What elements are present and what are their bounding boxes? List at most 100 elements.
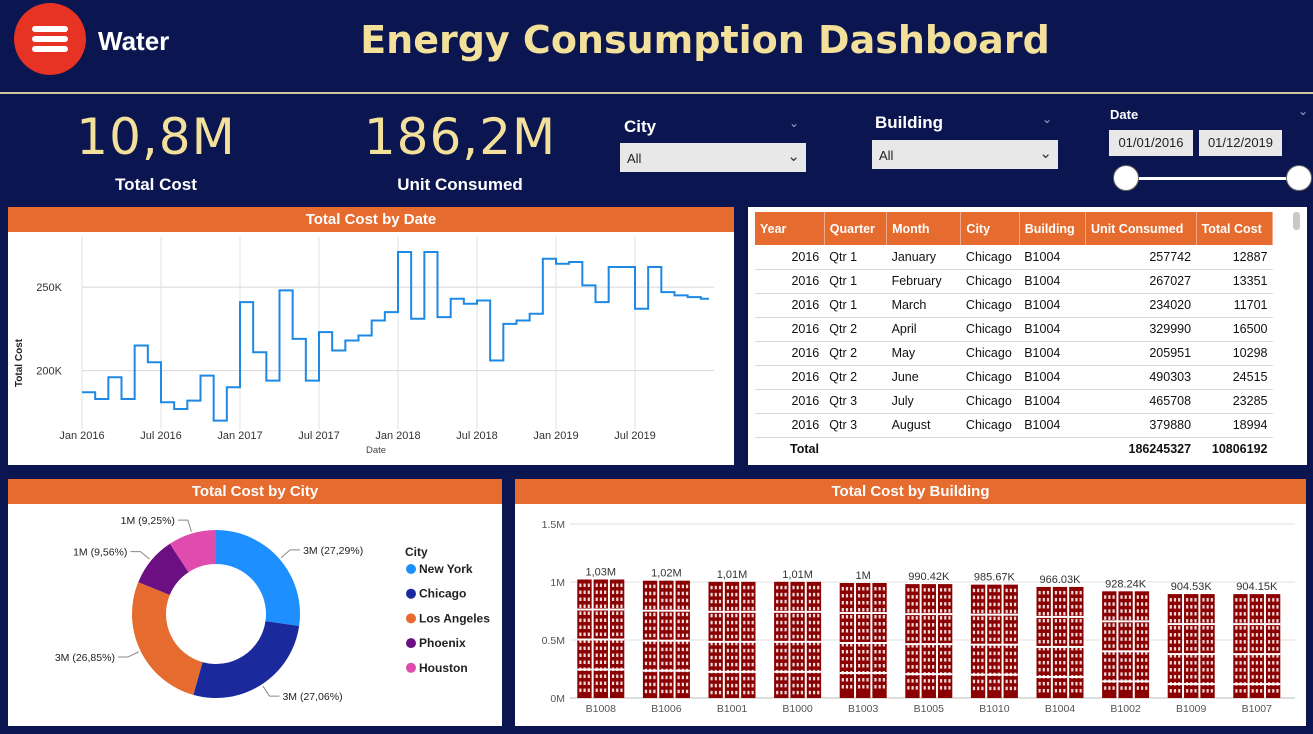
y-tick-label: 200K: [36, 366, 62, 378]
building-window: [1042, 653, 1045, 658]
building-window: [927, 637, 931, 641]
building-window: [1046, 667, 1050, 672]
building-window: [1255, 612, 1259, 616]
table-row[interactable]: 2016 Qtr 3 August Chicago B1004 379880 18994: [755, 413, 1273, 438]
building-window: [939, 595, 943, 599]
column-header[interactable]: Total Cost: [1196, 212, 1274, 245]
building-window: [866, 615, 869, 619]
date-range-track[interactable]: [1126, 177, 1298, 180]
table-row[interactable]: 2016 Qtr 1 January Chicago B1004 257742 12887: [755, 245, 1273, 270]
building-window: [726, 641, 730, 646]
building-window: [874, 587, 877, 591]
building-window: [1046, 597, 1050, 602]
building-window: [1243, 654, 1246, 658]
table-row[interactable]: 2016 Qtr 2 May Chicago B1004 205951 10298: [755, 341, 1273, 366]
date-range-start-handle[interactable]: [1113, 165, 1139, 191]
building-dropdown[interactable]: All ⌄: [872, 140, 1058, 169]
building-window: [800, 592, 804, 597]
building-window: [1054, 604, 1058, 609]
building-floor-gap: [839, 612, 855, 614]
building-window: [611, 646, 615, 651]
chevron-down-icon[interactable]: ⌄: [1042, 112, 1053, 126]
building-window: [858, 629, 861, 633]
building-window: [1272, 640, 1275, 644]
building-window: [1075, 667, 1078, 672]
table-cell: January: [886, 245, 961, 270]
building-window: [1169, 640, 1172, 644]
table-row[interactable]: 2016 Qtr 3 July Chicago B1004 465708 23285: [755, 389, 1273, 414]
table-cell: 2016: [755, 389, 825, 414]
building-window: [850, 594, 853, 598]
building-window: [878, 643, 881, 647]
building-window: [1267, 675, 1271, 679]
building-window: [1235, 661, 1238, 665]
building-floor-gap: [1184, 683, 1199, 686]
building-window: [579, 590, 582, 595]
building-window: [911, 595, 914, 599]
building-window: [1046, 611, 1050, 616]
building-window: [1169, 612, 1172, 616]
chevron-down-icon[interactable]: ⌄: [789, 116, 800, 130]
building-window: [1235, 654, 1238, 658]
building-window: [1124, 616, 1127, 620]
building-window: [1104, 672, 1107, 676]
menu-button[interactable]: [14, 3, 86, 75]
building-floor-gap: [1184, 623, 1199, 626]
building-window: [1046, 618, 1050, 623]
table-row[interactable]: 2016 Qtr 1 March Chicago B1004 234020 11701: [755, 293, 1273, 318]
date-start-input[interactable]: 01/01/2016: [1109, 130, 1193, 156]
column-header[interactable]: City: [960, 212, 1020, 245]
building-window: [743, 641, 746, 646]
building-window: [751, 648, 754, 653]
building-window: [599, 618, 603, 623]
building-window: [649, 591, 652, 596]
column-header[interactable]: Month: [886, 212, 962, 245]
table-row[interactable]: 2016 Qtr 2 April Chicago B1004 329990 16500: [755, 317, 1273, 342]
building-window: [1272, 668, 1275, 672]
table-row[interactable]: 2016 Qtr 1 February Chicago B1004 267027 13351: [755, 269, 1273, 294]
column-header[interactable]: Building: [1019, 212, 1087, 245]
building-window: [923, 644, 926, 648]
building-window: [792, 690, 795, 695]
building-bar: [905, 584, 953, 698]
building-window: [1120, 658, 1123, 662]
city-dropdown[interactable]: All ⌄: [620, 143, 806, 172]
building-window: [653, 619, 656, 624]
building-window: [858, 594, 861, 598]
building-window: [1235, 633, 1238, 637]
building-window: [1239, 612, 1242, 616]
building-window: [907, 595, 910, 599]
building-window: [710, 592, 713, 597]
building-window: [1145, 595, 1148, 599]
column-header[interactable]: Unit Consumed: [1085, 212, 1197, 245]
building-floor-gap: [1036, 645, 1051, 648]
table-cell: 2016: [755, 293, 825, 318]
date-range-end-handle[interactable]: [1286, 165, 1312, 191]
table-cell: June: [886, 365, 961, 390]
building-window: [776, 613, 779, 618]
date-end-input[interactable]: 01/12/2019: [1199, 130, 1282, 156]
building-window: [845, 594, 849, 598]
table-cell: 18994: [1196, 413, 1273, 438]
building-window: [1194, 605, 1197, 609]
chevron-down-icon[interactable]: ⌄: [1298, 104, 1309, 118]
building-window: [1042, 667, 1045, 672]
building-window: [735, 690, 738, 695]
building-floor-gap: [724, 670, 740, 673]
building-window: [1272, 598, 1275, 602]
building-window: [665, 675, 668, 680]
building-window: [1075, 681, 1078, 686]
column-header[interactable]: Year: [755, 212, 825, 245]
building-block: [724, 581, 740, 698]
building-window: [1071, 618, 1074, 623]
building-window: [1169, 668, 1172, 672]
table-cell: April: [886, 317, 961, 342]
building-window: [878, 629, 881, 633]
table-row[interactable]: 2016 Qtr 2 June Chicago B1004 490303 24515: [755, 365, 1273, 390]
table-scrollbar[interactable]: [1293, 212, 1300, 230]
table-cell: 16500: [1196, 317, 1273, 342]
building-window: [1194, 626, 1197, 630]
building-window: [616, 583, 619, 588]
building-floor-gap: [1249, 683, 1264, 686]
column-header[interactable]: Quarter: [824, 212, 888, 245]
